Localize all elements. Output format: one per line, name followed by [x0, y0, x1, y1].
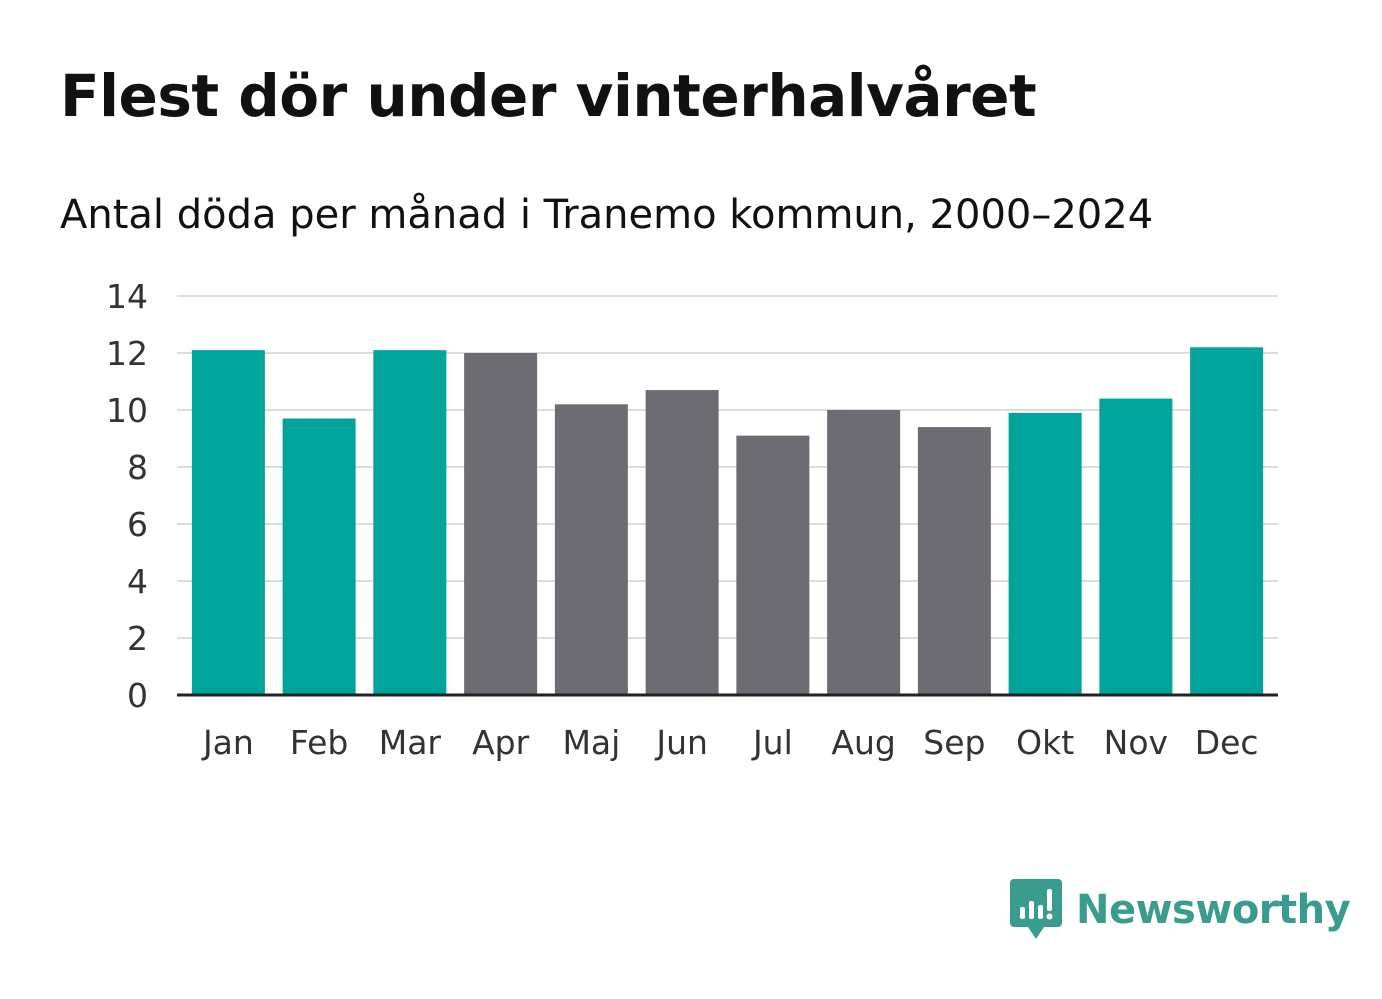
x-tick-label-nov: Nov: [1104, 723, 1168, 762]
y-tick-label: 6: [127, 505, 148, 544]
bar-dec: [1190, 347, 1264, 695]
chart-title: Flest dör under vinterhalvåret: [60, 62, 1037, 130]
x-tick-label-okt: Okt: [1016, 723, 1074, 762]
bar-jul: [736, 435, 810, 695]
y-tick-label: 2: [127, 619, 148, 658]
x-tick-label-maj: Maj: [562, 723, 620, 762]
bar-jun: [645, 390, 719, 695]
bar-nov: [1099, 398, 1173, 695]
y-tick-label: 12: [106, 334, 148, 373]
x-tick-label-feb: Feb: [290, 723, 348, 762]
y-tick-label: 8: [127, 448, 148, 487]
bar-jan: [191, 350, 265, 695]
y-axis-ticks: 0 2 4 6 8 10 12 14: [106, 277, 148, 715]
grid-lines: [177, 295, 1278, 639]
x-tick-label-apr: Apr: [472, 723, 530, 762]
y-tick-label: 4: [127, 562, 148, 601]
x-tick-label-sep: Sep: [923, 723, 985, 762]
bars: [191, 347, 1264, 695]
newsworthy-logo-icon: [1010, 879, 1062, 939]
x-tick-label-jun: Jun: [654, 723, 708, 762]
brand-logo: Newsworthy: [1010, 878, 1351, 942]
bar-mar: [373, 350, 447, 695]
x-tick-label-jan: Jan: [201, 723, 254, 762]
x-tick-label-dec: Dec: [1195, 723, 1259, 762]
bar-aug: [827, 410, 901, 695]
x-axis-labels: Jan Feb Mar Apr Maj Jun Jul Aug Sep Okt Nov Dec: [201, 723, 1259, 762]
bar-sep: [917, 427, 991, 695]
y-tick-label: 10: [106, 391, 148, 430]
x-tick-label-jul: Jul: [751, 723, 793, 762]
y-tick-label: 0: [127, 676, 148, 715]
chart-subtitle: Antal döda per månad i Tranemo kommun, 2…: [60, 192, 1154, 238]
bar-maj: [554, 404, 628, 695]
x-tick-label-mar: Mar: [379, 723, 442, 762]
bar-apr: [464, 353, 538, 695]
bar-okt: [1008, 412, 1082, 695]
x-tick-label-aug: Aug: [831, 723, 895, 762]
brand-name: Newsworthy: [1076, 887, 1351, 933]
bar-chart: 0 2 4 6 8 10 12 14 Jan Feb Mar Apr Maj Jun Jul Aug Sep O…: [106, 277, 1278, 762]
y-tick-label: 14: [106, 277, 148, 316]
bar-feb: [282, 418, 356, 695]
